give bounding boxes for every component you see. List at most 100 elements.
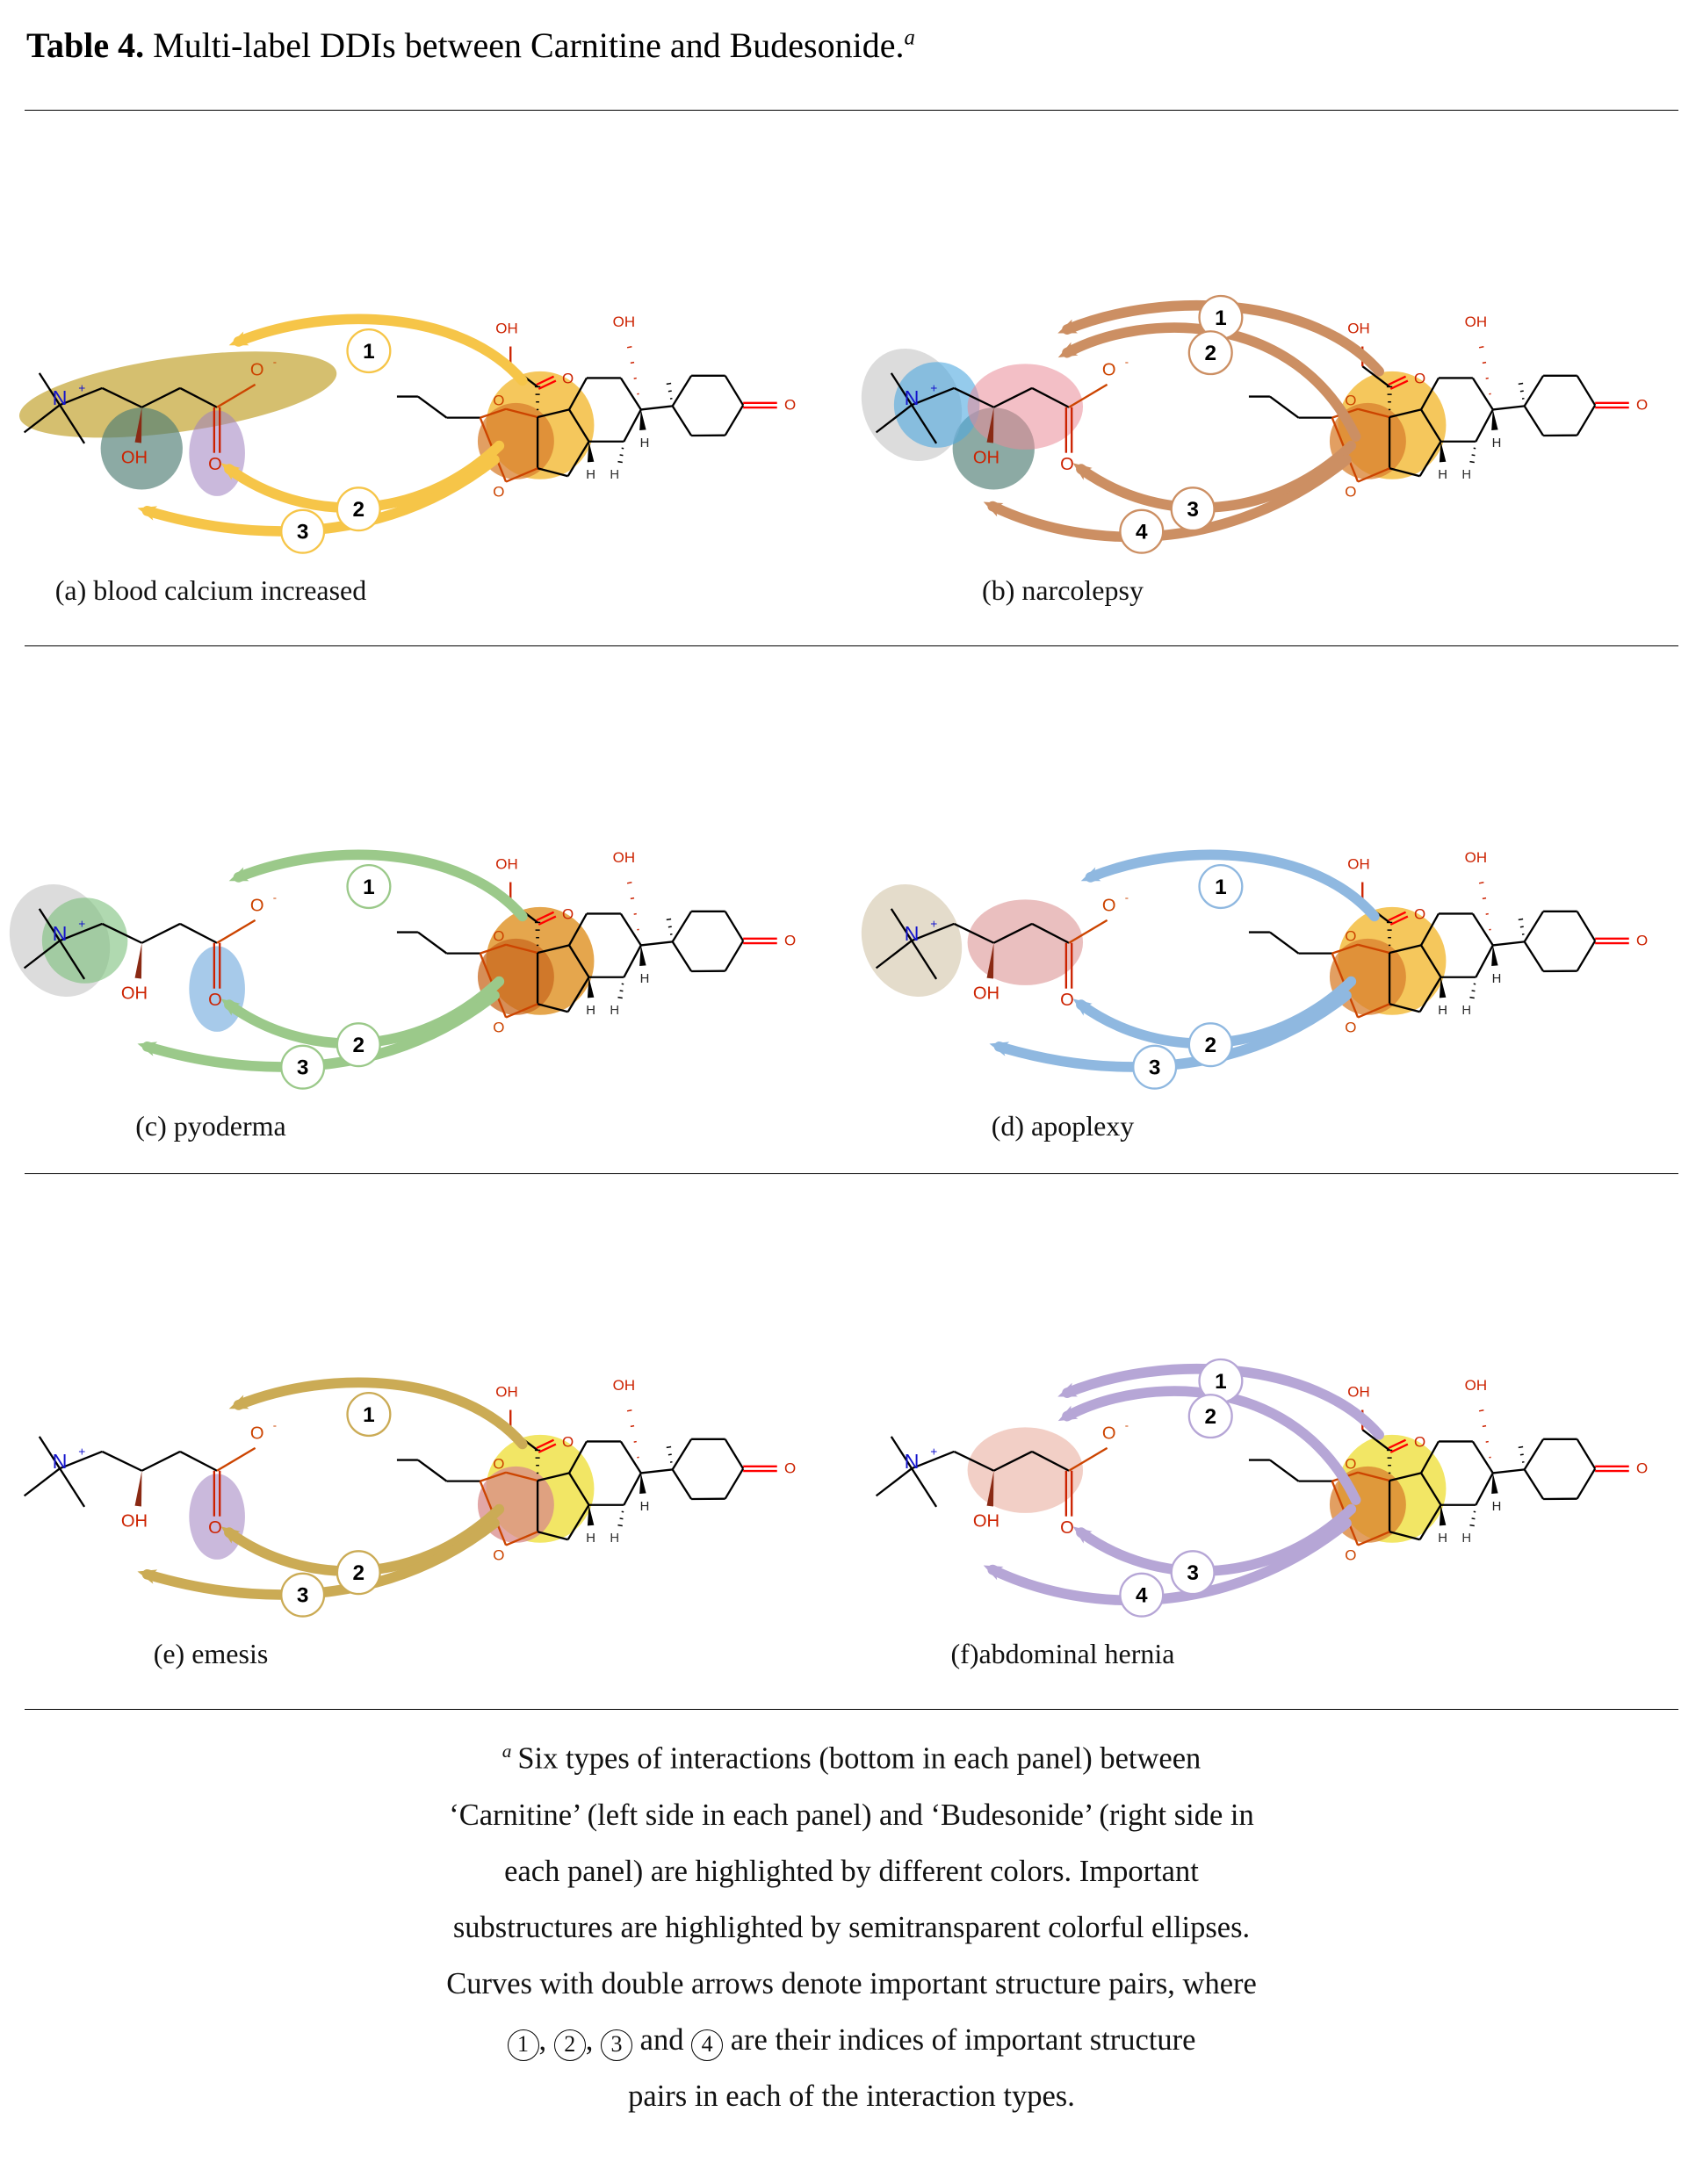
svg-text:H: H	[640, 436, 650, 450]
svg-text:H: H	[640, 1500, 650, 1514]
svg-text:1: 1	[1215, 1370, 1227, 1394]
svg-text:O: O	[250, 896, 264, 915]
svg-text:N: N	[53, 922, 68, 945]
svg-text:OH: OH	[1465, 849, 1487, 866]
svg-text:-: -	[1125, 356, 1129, 369]
svg-text:O: O	[1414, 370, 1425, 386]
svg-text:3: 3	[1149, 1056, 1161, 1080]
svg-text:O: O	[1345, 393, 1356, 409]
svg-text:H: H	[586, 1532, 595, 1546]
svg-text:O: O	[784, 1460, 796, 1477]
svg-text:H: H	[1461, 1004, 1471, 1018]
svg-text:OH: OH	[613, 1377, 635, 1394]
svg-text:O: O	[562, 1433, 574, 1450]
svg-text:H: H	[1492, 972, 1502, 986]
svg-text:3: 3	[297, 1584, 309, 1608]
svg-text:1: 1	[363, 1403, 375, 1427]
svg-text:O: O	[493, 1020, 504, 1036]
svg-text:-: -	[273, 1419, 277, 1432]
svg-text:OH: OH	[495, 1384, 517, 1401]
svg-text:1: 1	[1215, 876, 1227, 899]
svg-text:O: O	[1102, 360, 1116, 379]
svg-text:OH: OH	[1465, 314, 1487, 330]
svg-text:O: O	[1636, 933, 1648, 949]
svg-text:OH: OH	[121, 448, 148, 467]
svg-text:(b) narcolepsy: (b) narcolepsy	[982, 574, 1144, 606]
svg-text:O: O	[784, 933, 796, 949]
svg-text:O: O	[493, 928, 504, 945]
svg-text:(e) emesis: (e) emesis	[154, 1638, 269, 1669]
svg-text:H: H	[610, 468, 619, 482]
svg-text:H: H	[586, 1004, 595, 1018]
svg-text:OH: OH	[121, 1511, 148, 1531]
svg-text:O: O	[493, 484, 504, 501]
svg-text:OH: OH	[973, 1511, 999, 1531]
svg-text:OH: OH	[613, 849, 635, 866]
svg-text:H: H	[1492, 436, 1502, 450]
svg-text:OH: OH	[613, 314, 635, 330]
svg-text:2: 2	[1204, 1034, 1216, 1057]
svg-text:1: 1	[363, 876, 375, 899]
svg-text:O: O	[1060, 455, 1074, 474]
svg-text:4: 4	[1136, 521, 1148, 544]
svg-text:O: O	[493, 1456, 504, 1473]
svg-text:N: N	[53, 1450, 68, 1473]
svg-text:1: 1	[1215, 306, 1227, 330]
svg-text:N: N	[905, 1450, 920, 1473]
svg-text:H: H	[1438, 1532, 1447, 1546]
svg-text:O: O	[1345, 1020, 1356, 1036]
svg-text:-: -	[1125, 1419, 1129, 1432]
svg-text:+: +	[930, 917, 937, 930]
svg-text:N: N	[905, 922, 920, 945]
svg-text:O: O	[250, 360, 264, 379]
svg-text:O: O	[1345, 1456, 1356, 1473]
svg-text:O: O	[1636, 397, 1648, 414]
svg-text:-: -	[273, 891, 277, 905]
svg-text:OH: OH	[1465, 1377, 1487, 1394]
svg-text:OH: OH	[121, 984, 148, 1003]
svg-text:(f)abdominal hernia: (f)abdominal hernia	[951, 1638, 1175, 1669]
svg-text:4: 4	[1136, 1584, 1148, 1608]
svg-text:H: H	[1461, 468, 1471, 482]
svg-text:O: O	[1102, 896, 1116, 915]
svg-text:+: +	[78, 1445, 85, 1458]
svg-text:+: +	[78, 917, 85, 930]
svg-text:3: 3	[1187, 1561, 1199, 1585]
svg-text:O: O	[1060, 991, 1074, 1010]
svg-text:H: H	[1438, 468, 1447, 482]
svg-text:(d) apoplexy: (d) apoplexy	[992, 1110, 1135, 1142]
svg-text:H: H	[640, 972, 650, 986]
svg-text:O: O	[1102, 1424, 1116, 1443]
svg-text:O: O	[1345, 1547, 1356, 1564]
svg-text:OH: OH	[1347, 856, 1369, 873]
svg-text:O: O	[1414, 1433, 1425, 1450]
svg-text:OH: OH	[495, 856, 517, 873]
svg-text:O: O	[1345, 484, 1356, 501]
svg-text:N: N	[905, 386, 920, 409]
svg-text:O: O	[493, 393, 504, 409]
svg-text:2: 2	[1204, 1405, 1216, 1429]
svg-text:3: 3	[1187, 498, 1199, 522]
svg-text:O: O	[562, 370, 574, 386]
svg-text:O: O	[493, 1547, 504, 1564]
svg-text:OH: OH	[1347, 321, 1369, 337]
svg-text:H: H	[586, 468, 595, 482]
svg-text:OH: OH	[973, 984, 999, 1003]
svg-text:3: 3	[297, 521, 309, 544]
svg-text:+: +	[78, 381, 85, 394]
svg-text:2: 2	[352, 498, 364, 522]
svg-text:2: 2	[1204, 342, 1216, 365]
svg-text:3: 3	[297, 1056, 309, 1080]
svg-text:O: O	[562, 905, 574, 922]
svg-text:H: H	[1438, 1004, 1447, 1018]
svg-text:OH: OH	[1347, 1384, 1369, 1401]
svg-text:+: +	[930, 381, 937, 394]
svg-text:(c) pyoderma: (c) pyoderma	[135, 1110, 285, 1142]
svg-text:(a) blood calcium increased: (a) blood calcium increased	[55, 574, 367, 606]
svg-text:O: O	[208, 991, 222, 1010]
svg-text:2: 2	[352, 1561, 364, 1585]
svg-text:H: H	[610, 1004, 619, 1018]
svg-text:O: O	[784, 397, 796, 414]
svg-text:-: -	[1125, 891, 1129, 905]
svg-text:H: H	[610, 1532, 619, 1546]
